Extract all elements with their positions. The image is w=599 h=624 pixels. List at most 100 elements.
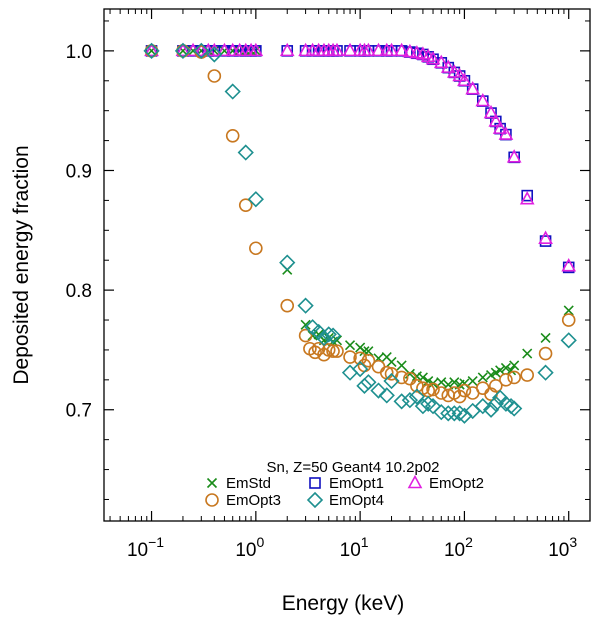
- data-point: [371, 42, 386, 57]
- data-point: [509, 360, 520, 371]
- data-point: [440, 59, 456, 73]
- legend-label: EmOpt1: [329, 475, 384, 492]
- data-point: [317, 347, 331, 362]
- data-point: [401, 392, 419, 409]
- data-point: [506, 149, 522, 163]
- data-point: [475, 381, 490, 396]
- data-point: [307, 330, 318, 341]
- legend-marker: [306, 491, 324, 509]
- legend-label: EmStd: [226, 475, 271, 492]
- data-point: [485, 369, 497, 381]
- data-point: [298, 42, 313, 57]
- data-point: [420, 395, 437, 412]
- data-point: [505, 365, 517, 376]
- data-point: [474, 398, 491, 415]
- data-point: [507, 370, 521, 385]
- data-point: [497, 395, 515, 412]
- data-point: [343, 350, 357, 364]
- data-point: [396, 360, 407, 371]
- data-point: [561, 313, 576, 327]
- data-point: [475, 92, 491, 107]
- data-point: [440, 405, 457, 422]
- data-point: [300, 319, 311, 330]
- data-point: [326, 344, 340, 358]
- data-point: [297, 297, 314, 314]
- data-point: [467, 375, 478, 387]
- data-point: [356, 377, 373, 394]
- data-point: [193, 42, 210, 60]
- data-point: [457, 383, 472, 398]
- y-tick-label: 0.7: [66, 401, 92, 422]
- data-point: [324, 327, 342, 344]
- data-point: [459, 378, 470, 389]
- x-tick-label: 103: [548, 534, 577, 561]
- data-point: [193, 42, 209, 57]
- data-point: [384, 42, 399, 57]
- data-point: [446, 405, 463, 422]
- data-point: [206, 46, 223, 63]
- data-point: [464, 402, 481, 420]
- legend-marker: [407, 474, 423, 489]
- data-point: [279, 42, 295, 57]
- data-point: [465, 80, 481, 95]
- y-axis-title: Deposited energy fraction: [10, 145, 33, 384]
- data-point: [457, 72, 472, 87]
- data-point: [144, 42, 159, 57]
- data-point: [344, 340, 356, 351]
- data-point: [320, 326, 337, 343]
- x-axis-title: Energy (keV): [282, 592, 405, 615]
- series-emopt3: [144, 44, 576, 404]
- data-point: [489, 379, 503, 393]
- axis-ticks: 10−1 100 101 102 103 0.7 0.8 0.9 1.0: [66, 9, 590, 561]
- legend-marker: [206, 477, 218, 489]
- data-point: [378, 387, 395, 404]
- data-point: [370, 382, 387, 399]
- x-tick-label: 101: [340, 534, 369, 561]
- data-point: [224, 83, 241, 100]
- y-tick-label: 0.8: [66, 281, 92, 302]
- data-point: [540, 332, 551, 344]
- data-point: [495, 365, 506, 376]
- data-point: [408, 388, 426, 405]
- legend-marker: [309, 477, 321, 489]
- data-point: [446, 64, 462, 78]
- data-point: [522, 348, 533, 359]
- legend-label: EmOpt2: [429, 475, 484, 492]
- data-point: [561, 258, 577, 272]
- data-point: [361, 353, 376, 368]
- data-point: [483, 104, 499, 119]
- data-point: [538, 230, 553, 244]
- data-point: [433, 54, 449, 69]
- legend-label: EmOpt4: [329, 492, 384, 509]
- data-point: [425, 51, 441, 65]
- data-point: [424, 398, 442, 415]
- data-point: [482, 401, 500, 418]
- series-emopt2: [144, 42, 577, 272]
- data-point: [207, 69, 222, 83]
- data-point: [249, 241, 263, 256]
- data-point: [488, 113, 504, 127]
- data-marks: [143, 42, 577, 424]
- data-point: [308, 345, 322, 360]
- data-point: [225, 129, 240, 143]
- data-point: [393, 393, 410, 410]
- legend: Sn, Z=50 Geant4 10.2p02 EmStd EmOpt1 EmOpt…: [205, 459, 484, 509]
- data-point: [386, 356, 397, 367]
- data-point: [280, 298, 295, 313]
- x-tick-label: 102: [444, 534, 473, 561]
- data-point: [383, 372, 400, 390]
- data-point: [537, 364, 554, 381]
- data-point: [217, 42, 232, 57]
- y-tick-label: 1.0: [66, 42, 92, 63]
- data-point: [492, 120, 508, 134]
- data-point: [315, 329, 333, 347]
- data-point: [351, 360, 369, 378]
- data-point: [560, 332, 577, 349]
- data-point: [371, 359, 386, 374]
- data-point: [519, 191, 535, 205]
- data-point: [563, 305, 574, 316]
- data-point: [433, 404, 450, 421]
- data-point: [175, 42, 191, 57]
- data-point: [520, 368, 535, 382]
